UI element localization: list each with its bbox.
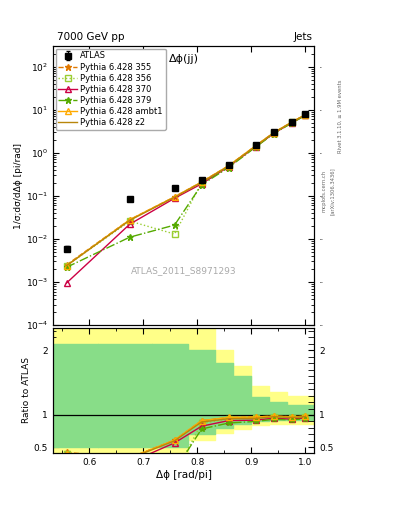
- Pythia 6.428 370: [172, 195, 177, 201]
- Line: Pythia 6.428 355: Pythia 6.428 355: [63, 112, 309, 268]
- Pythia 6.428 ambt1: [303, 112, 308, 118]
- Pythia 6.428 370: [64, 280, 69, 286]
- Pythia 6.428 370: [226, 164, 231, 170]
- Pythia 6.428 379: [303, 113, 308, 119]
- Pythia 6.428 ambt1: [127, 217, 132, 223]
- Pythia 6.428 355: [272, 130, 276, 136]
- Pythia 6.428 356: [272, 130, 276, 136]
- Y-axis label: Ratio to ATLAS: Ratio to ATLAS: [22, 357, 31, 423]
- Pythia 6.428 355: [199, 179, 204, 185]
- Pythia 6.428 379: [226, 164, 231, 170]
- Pythia 6.428 355: [127, 217, 132, 223]
- Pythia 6.428 355: [289, 119, 294, 125]
- Pythia 6.428 379: [272, 131, 276, 137]
- Pythia 6.428 z2: [64, 263, 69, 269]
- Pythia 6.428 z2: [199, 179, 204, 185]
- Text: Rivet 3.1.10, ≥ 1.9M events: Rivet 3.1.10, ≥ 1.9M events: [338, 79, 342, 153]
- Y-axis label: 1/σ;dσ/dΔϕ [pi/rad]: 1/σ;dσ/dΔϕ [pi/rad]: [14, 143, 23, 228]
- Pythia 6.428 ambt1: [253, 143, 258, 149]
- Pythia 6.428 370: [199, 181, 204, 187]
- Pythia 6.428 379: [289, 120, 294, 126]
- Pythia 6.428 z2: [226, 163, 231, 169]
- Pythia 6.428 356: [303, 112, 308, 118]
- Pythia 6.428 356: [127, 218, 132, 224]
- Pythia 6.428 355: [172, 194, 177, 200]
- Pythia 6.428 356: [253, 143, 258, 150]
- Pythia 6.428 z2: [303, 112, 308, 118]
- Pythia 6.428 355: [226, 163, 231, 169]
- Pythia 6.428 370: [127, 221, 132, 227]
- Line: Pythia 6.428 370: Pythia 6.428 370: [63, 112, 309, 286]
- Pythia 6.428 379: [127, 234, 132, 240]
- Text: 7000 GeV pp: 7000 GeV pp: [57, 32, 125, 42]
- Line: Pythia 6.428 356: Pythia 6.428 356: [63, 112, 309, 269]
- Pythia 6.428 356: [289, 119, 294, 125]
- X-axis label: Δϕ [rad/pi]: Δϕ [rad/pi]: [156, 470, 212, 480]
- Pythia 6.428 z2: [272, 130, 276, 136]
- Pythia 6.428 356: [226, 163, 231, 169]
- Pythia 6.428 ambt1: [64, 263, 69, 269]
- Text: Jets: Jets: [294, 32, 312, 42]
- Pythia 6.428 ambt1: [172, 194, 177, 200]
- Pythia 6.428 z2: [253, 143, 258, 150]
- Pythia 6.428 379: [253, 144, 258, 150]
- Text: Δϕ(jj): Δϕ(jj): [169, 54, 199, 65]
- Pythia 6.428 ambt1: [226, 163, 231, 169]
- Pythia 6.428 355: [253, 143, 258, 149]
- Pythia 6.428 355: [64, 262, 69, 268]
- Pythia 6.428 355: [303, 112, 308, 118]
- Text: mcplots.cern.ch: mcplots.cern.ch: [322, 170, 327, 212]
- Text: ATLAS_2011_S8971293: ATLAS_2011_S8971293: [131, 266, 237, 275]
- Pythia 6.428 ambt1: [272, 130, 276, 136]
- Pythia 6.428 379: [199, 182, 204, 188]
- Pythia 6.428 z2: [127, 217, 132, 223]
- Line: Pythia 6.428 379: Pythia 6.428 379: [63, 112, 309, 270]
- Pythia 6.428 370: [289, 120, 294, 126]
- Text: [arXiv:1306.3436]: [arXiv:1306.3436]: [330, 167, 334, 215]
- Pythia 6.428 370: [253, 144, 258, 150]
- Pythia 6.428 z2: [172, 194, 177, 200]
- Pythia 6.428 356: [172, 231, 177, 237]
- Legend: ATLAS, Pythia 6.428 355, Pythia 6.428 356, Pythia 6.428 370, Pythia 6.428 379, P: ATLAS, Pythia 6.428 355, Pythia 6.428 35…: [55, 49, 165, 130]
- Pythia 6.428 379: [172, 222, 177, 228]
- Line: Pythia 6.428 ambt1: Pythia 6.428 ambt1: [63, 112, 309, 269]
- Pythia 6.428 379: [64, 264, 69, 270]
- Pythia 6.428 356: [64, 263, 69, 269]
- Pythia 6.428 356: [199, 180, 204, 186]
- Pythia 6.428 ambt1: [289, 119, 294, 125]
- Pythia 6.428 370: [272, 130, 276, 136]
- Line: Pythia 6.428 z2: Pythia 6.428 z2: [66, 115, 305, 266]
- Pythia 6.428 370: [303, 112, 308, 118]
- Pythia 6.428 ambt1: [199, 179, 204, 185]
- Pythia 6.428 z2: [289, 119, 294, 125]
